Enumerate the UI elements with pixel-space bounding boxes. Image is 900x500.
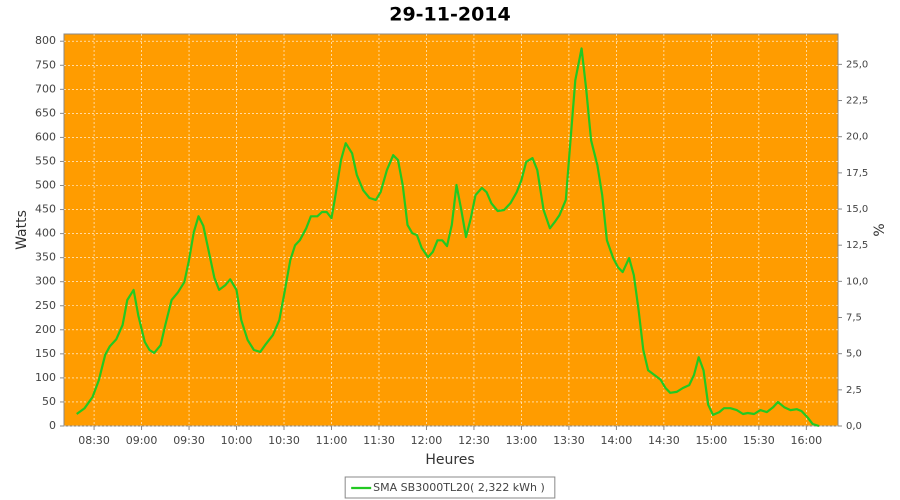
y-tick-label: 500 (35, 179, 56, 192)
y-tick-label: 400 (35, 227, 56, 240)
x-tick-label: 15:30 (743, 434, 775, 447)
y-tick-label: 350 (35, 251, 56, 264)
x-tick-label: 12:30 (458, 434, 490, 447)
series-line (76, 47, 820, 428)
x-tick-label: 10:00 (221, 434, 253, 447)
legend-label: SMA SB3000TL20( 2,322 kWh ) (373, 481, 545, 494)
y2-tick-label: 12,5 (846, 240, 868, 251)
y2-tick-label: 15,0 (846, 204, 868, 215)
y2-tick-label: 2,5 (846, 385, 862, 396)
y2-tick-label: 0,0 (846, 421, 862, 432)
y-tick-label: 50 (42, 395, 56, 408)
x-tick-label: 16:00 (790, 434, 822, 447)
x-tick-label: 15:00 (696, 434, 728, 447)
y-tick-label: 250 (35, 299, 56, 312)
x-axis-title: Heures (425, 452, 474, 468)
y2-tick-label: 17,5 (846, 168, 868, 179)
y2-tick-label: 7,5 (846, 313, 862, 324)
y-tick-label: 150 (35, 347, 56, 360)
x-tick-label: 11:30 (363, 434, 395, 447)
y-tick-label: 550 (35, 154, 56, 167)
x-tick-label: 11:00 (316, 434, 348, 447)
x-tick-label: 09:30 (173, 434, 205, 447)
y-tick-label: 0 (49, 419, 56, 432)
y2-tick-label: 25,0 (846, 59, 868, 70)
y2-tick-label: 20,0 (846, 132, 868, 143)
y2-tick-label: 22,5 (846, 96, 868, 107)
y-tick-label: 100 (35, 371, 56, 384)
legend: SMA SB3000TL20( 2,322 kWh ) (344, 476, 556, 499)
x-tick-label: 13:00 (506, 434, 538, 447)
y-tick-label: 800 (35, 34, 56, 47)
y-tick-label: 300 (35, 275, 56, 288)
x-tick-label: 10:30 (268, 434, 300, 447)
x-tick-label: 08:30 (78, 434, 110, 447)
y-axis-title: Watts (14, 210, 30, 250)
x-tick-label: 09:00 (126, 434, 158, 447)
x-tick-label: 13:30 (553, 434, 585, 447)
y2-tick-label: 5,0 (846, 349, 862, 360)
y-tick-label: 650 (35, 106, 56, 119)
legend-box (344, 476, 556, 499)
y-tick-label: 200 (35, 323, 56, 336)
y2-tick-label: 10,0 (846, 276, 868, 287)
y-tick-label: 700 (35, 82, 56, 95)
y2-axis-title: % (872, 223, 888, 236)
chart-title: 29-11-2014 (389, 4, 511, 26)
x-tick-label: 12:00 (411, 434, 443, 447)
x-tick-label: 14:30 (648, 434, 680, 447)
y-tick-label: 750 (35, 58, 56, 71)
x-tick-label: 14:00 (601, 434, 633, 447)
y-tick-label: 600 (35, 130, 56, 143)
y-tick-label: 450 (35, 203, 56, 216)
